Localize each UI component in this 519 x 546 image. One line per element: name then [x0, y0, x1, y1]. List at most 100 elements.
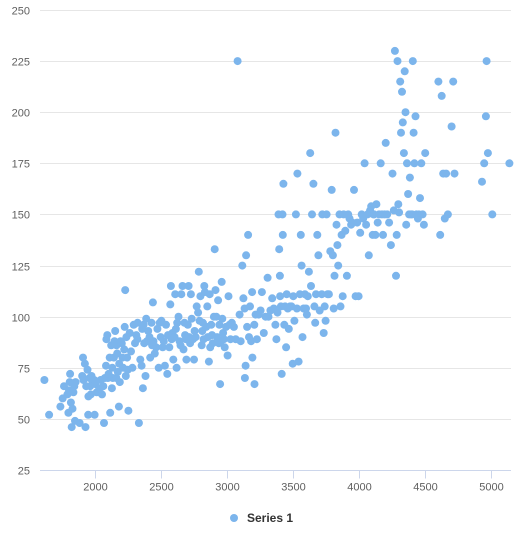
data-point[interactable] [173, 364, 181, 372]
data-point[interactable] [177, 290, 185, 298]
data-point[interactable] [106, 409, 114, 417]
data-point[interactable] [91, 411, 99, 419]
data-point[interactable] [128, 364, 136, 372]
data-point[interactable] [243, 323, 251, 331]
data-point[interactable] [482, 112, 490, 120]
data-point[interactable] [207, 321, 215, 329]
legend-label-series-1[interactable]: Series 1 [247, 511, 293, 525]
data-point[interactable] [391, 47, 399, 55]
data-point[interactable] [403, 159, 411, 167]
data-point[interactable] [214, 296, 222, 304]
data-point[interactable] [115, 403, 123, 411]
data-point[interactable] [325, 290, 333, 298]
data-point[interactable] [211, 245, 219, 253]
data-point[interactable] [258, 288, 266, 296]
data-point[interactable] [372, 200, 380, 208]
data-point[interactable] [111, 327, 119, 335]
data-point[interactable] [66, 370, 74, 378]
data-point[interactable] [190, 356, 198, 364]
data-point[interactable] [40, 376, 48, 384]
data-point[interactable] [98, 390, 106, 398]
data-point[interactable] [234, 57, 242, 65]
data-point[interactable] [505, 159, 513, 167]
data-point[interactable] [272, 335, 280, 343]
data-point[interactable] [279, 210, 287, 218]
data-point[interactable] [420, 221, 428, 229]
data-point[interactable] [307, 282, 315, 290]
data-point[interactable] [180, 345, 188, 353]
data-point[interactable] [305, 268, 313, 276]
data-point[interactable] [320, 329, 328, 337]
data-point[interactable] [139, 384, 147, 392]
legend[interactable]: Series 1 [230, 511, 293, 525]
data-point[interactable] [205, 358, 213, 366]
data-point[interactable] [323, 210, 331, 218]
data-point[interactable] [308, 210, 316, 218]
data-point[interactable] [303, 311, 311, 319]
data-point[interactable] [409, 57, 417, 65]
data-point[interactable] [394, 200, 402, 208]
data-point[interactable] [304, 292, 312, 300]
data-point[interactable] [478, 178, 486, 186]
data-point[interactable] [237, 337, 245, 345]
data-point[interactable] [250, 321, 258, 329]
data-point[interactable] [120, 345, 128, 353]
data-point[interactable] [393, 231, 401, 239]
data-point[interactable] [69, 405, 77, 413]
data-point[interactable] [127, 347, 135, 355]
data-point[interactable] [442, 170, 450, 178]
data-point[interactable] [221, 343, 229, 351]
data-point[interactable] [218, 278, 226, 286]
data-point[interactable] [182, 356, 190, 364]
data-point[interactable] [355, 292, 363, 300]
data-point[interactable] [356, 229, 364, 237]
data-point[interactable] [138, 362, 146, 370]
data-point[interactable] [451, 170, 459, 178]
data-point[interactable] [395, 208, 403, 216]
data-point[interactable] [100, 419, 108, 427]
data-point[interactable] [103, 331, 111, 339]
data-point[interactable] [163, 370, 171, 378]
data-point[interactable] [387, 241, 395, 249]
data-point[interactable] [224, 352, 232, 360]
data-point[interactable] [397, 129, 405, 137]
data-point[interactable] [313, 231, 321, 239]
data-point[interactable] [121, 286, 129, 294]
data-point[interactable] [149, 298, 157, 306]
data-point[interactable] [332, 129, 340, 137]
data-point[interactable] [169, 356, 177, 364]
data-point[interactable] [282, 343, 290, 351]
data-point[interactable] [238, 262, 246, 270]
data-point[interactable] [278, 370, 286, 378]
data-point[interactable] [419, 210, 427, 218]
data-point[interactable] [276, 272, 284, 280]
data-point[interactable] [382, 139, 390, 147]
data-point[interactable] [298, 262, 306, 270]
data-point[interactable] [339, 292, 347, 300]
data-point[interactable] [175, 313, 183, 321]
data-point[interactable] [410, 129, 418, 137]
data-point[interactable] [330, 305, 338, 313]
data-point[interactable] [402, 221, 410, 229]
data-point[interactable] [333, 241, 341, 249]
data-point[interactable] [108, 384, 116, 392]
data-point[interactable] [322, 317, 330, 325]
data-point[interactable] [161, 362, 169, 370]
data-point[interactable] [321, 302, 329, 310]
data-point[interactable] [242, 362, 250, 370]
data-point[interactable] [167, 282, 175, 290]
data-point[interactable] [328, 186, 336, 194]
data-point[interactable] [116, 378, 124, 386]
data-point[interactable] [404, 190, 412, 198]
data-point[interactable] [314, 251, 322, 259]
data-point[interactable] [271, 321, 279, 329]
data-point[interactable] [242, 251, 250, 259]
data-point[interactable] [279, 180, 287, 188]
data-point[interactable] [188, 315, 196, 323]
data-point[interactable] [166, 300, 174, 308]
data-point[interactable] [45, 411, 53, 419]
data-point[interactable] [133, 335, 141, 343]
data-point[interactable] [142, 372, 150, 380]
data-point[interactable] [124, 407, 132, 415]
data-point[interactable] [248, 354, 256, 362]
